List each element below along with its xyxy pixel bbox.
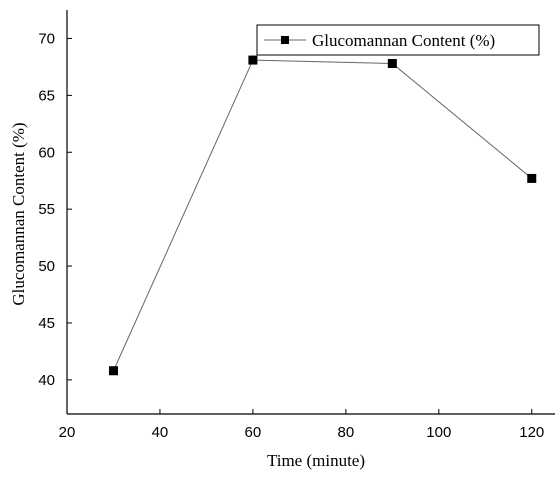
x-tick-label: 20 bbox=[59, 424, 76, 441]
data-point bbox=[248, 55, 258, 65]
ticks: 20 40 60 80 100 120 40 45 50 55 60 65 70 bbox=[38, 30, 544, 441]
y-tick-label: 45 bbox=[38, 315, 55, 332]
y-tick-label: 55 bbox=[38, 201, 55, 218]
y-tick-label: 50 bbox=[38, 258, 55, 275]
y-tick-label: 40 bbox=[38, 372, 55, 389]
x-axis-title: Time (minute) bbox=[267, 451, 365, 470]
y-tick-label: 65 bbox=[38, 87, 55, 104]
y-axis-title: Glucomannan Content (%) bbox=[9, 122, 28, 305]
x-tick-label: 80 bbox=[338, 424, 355, 441]
series bbox=[108, 55, 537, 376]
legend-label: Glucomannan Content (%) bbox=[312, 31, 495, 50]
data-point bbox=[527, 173, 537, 183]
x-tick-label: 60 bbox=[245, 424, 262, 441]
series-line bbox=[113, 59, 533, 371]
legend-marker bbox=[281, 36, 289, 44]
data-point bbox=[387, 58, 397, 68]
x-tick-label: 40 bbox=[152, 424, 169, 441]
y-tick-label: 60 bbox=[38, 144, 55, 161]
data-point bbox=[108, 366, 118, 376]
x-tick-label: 120 bbox=[519, 424, 544, 441]
axes bbox=[66, 10, 555, 415]
x-tick-label: 100 bbox=[426, 424, 451, 441]
y-tick-label: 70 bbox=[38, 30, 55, 47]
legend: Glucomannan Content (%) bbox=[256, 24, 540, 56]
